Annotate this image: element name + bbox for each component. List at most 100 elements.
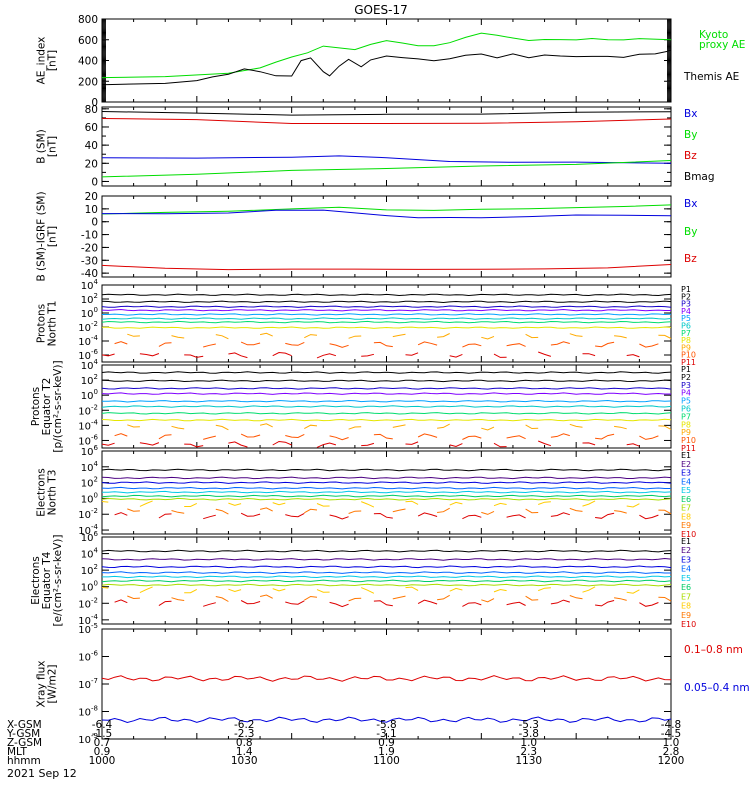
y-tick-label: 102	[81, 476, 98, 490]
series-line	[101, 160, 672, 178]
series-line	[101, 379, 672, 383]
x-axis-value: 2.3	[520, 746, 537, 758]
series-line	[101, 675, 672, 682]
legend-label: E10	[681, 620, 696, 629]
legend-label: Themis AE	[683, 71, 739, 83]
y-tick-label: 102	[81, 373, 98, 387]
y-tick-exponent: 4	[94, 358, 99, 366]
series-line	[101, 118, 672, 124]
y-tick-label: 10-5	[78, 622, 98, 636]
legend-label: By	[684, 129, 697, 141]
y-tick-label: 102	[81, 292, 98, 306]
legend-label: Bz	[684, 253, 697, 265]
y-tick-label: 10-2	[78, 320, 98, 334]
series-line	[127, 332, 672, 340]
series-line	[101, 204, 672, 215]
legend-label: P6	[681, 322, 691, 331]
panel-frame	[101, 195, 672, 278]
x-axis-value: 1130	[515, 755, 542, 767]
y-tick-label: 104	[81, 547, 99, 561]
x-axis-value: 1030	[231, 755, 258, 767]
series-line	[101, 155, 672, 164]
legend-label: P4	[681, 307, 691, 316]
plot-title: GOES-17	[354, 3, 408, 17]
y-tick-label: 0	[91, 97, 98, 109]
series-line	[102, 490, 672, 494]
legend-label: P6	[681, 405, 691, 414]
series-line	[101, 418, 672, 422]
y-tick-label: 100	[81, 491, 98, 505]
series-line	[114, 512, 659, 520]
series-line	[102, 575, 672, 579]
legend-label: E1	[681, 537, 691, 546]
legend-label: P9	[681, 428, 691, 437]
series-line	[101, 557, 672, 561]
y-tick-exponent: 2	[94, 373, 98, 381]
series-line	[102, 399, 672, 403]
y-tick-exponent: -6	[91, 650, 99, 658]
y-tick-exponent: -2	[91, 507, 98, 515]
y-axis-label: B (SM)-IGRF (SM)	[36, 191, 48, 281]
legend-label: E3	[681, 555, 691, 564]
y-tick-label: 10	[85, 204, 98, 216]
y-tick-label: -10	[81, 230, 98, 242]
legend-label: E10	[681, 530, 696, 539]
series-line	[102, 501, 671, 507]
legend-label: P9	[681, 343, 691, 352]
y-tick-label: 10-2	[78, 507, 98, 521]
legend-label: E3	[681, 469, 691, 478]
y-tick-exponent: -2	[91, 403, 98, 411]
x-axis-value: 1.9	[378, 746, 395, 758]
y-axis-label: [p/(cm²-s-sr-keV)]	[52, 360, 64, 452]
legend-label: P2	[681, 292, 691, 301]
legend-label: E8	[681, 602, 691, 611]
x-axis-value: -6.2	[234, 719, 255, 731]
legend-label: E9	[681, 611, 691, 620]
x-axis-row-label: MLT	[7, 746, 27, 758]
series-line	[101, 305, 672, 308]
series-line	[102, 587, 671, 594]
legend-label: P8	[681, 420, 691, 429]
legend-label: E5	[681, 486, 691, 495]
legend-label: P7	[681, 412, 691, 421]
series-line	[101, 412, 672, 415]
legend-label: proxy AE	[699, 39, 745, 51]
x-axis-value: 1200	[658, 755, 685, 767]
x-axis-value: -5.3	[519, 719, 540, 731]
y-tick-label: 106	[81, 444, 99, 458]
y-tick-exponent: -4	[91, 334, 99, 342]
legend-label: P2	[681, 373, 691, 382]
x-axis-value: -4.5	[661, 728, 682, 740]
x-axis-value: 1.0	[663, 737, 680, 749]
y-tick-exponent: 6	[94, 444, 99, 452]
series-line	[114, 341, 659, 348]
x-axis-row-label: hhmm	[7, 755, 41, 767]
x-axis-value: 0.9	[378, 737, 395, 749]
legend-label: E6	[681, 495, 691, 504]
series-line	[101, 320, 672, 324]
x-axis-value: -1.5	[92, 728, 113, 740]
series-line	[101, 209, 672, 219]
series-line	[101, 583, 672, 587]
panel-frame	[101, 284, 672, 363]
legend-label: P10	[681, 436, 696, 445]
y-tick-label: 104	[81, 358, 99, 372]
series-line	[101, 486, 671, 490]
legend-label: P11	[681, 358, 696, 367]
x-axis-value: 1000	[89, 755, 116, 767]
y-tick-label: -30	[81, 255, 98, 267]
series-line	[114, 599, 659, 608]
y-tick-exponent: -6	[91, 348, 99, 356]
series-line	[101, 264, 672, 271]
series-line	[101, 571, 671, 575]
series-line	[101, 497, 672, 501]
y-tick-label: 20	[85, 191, 98, 203]
